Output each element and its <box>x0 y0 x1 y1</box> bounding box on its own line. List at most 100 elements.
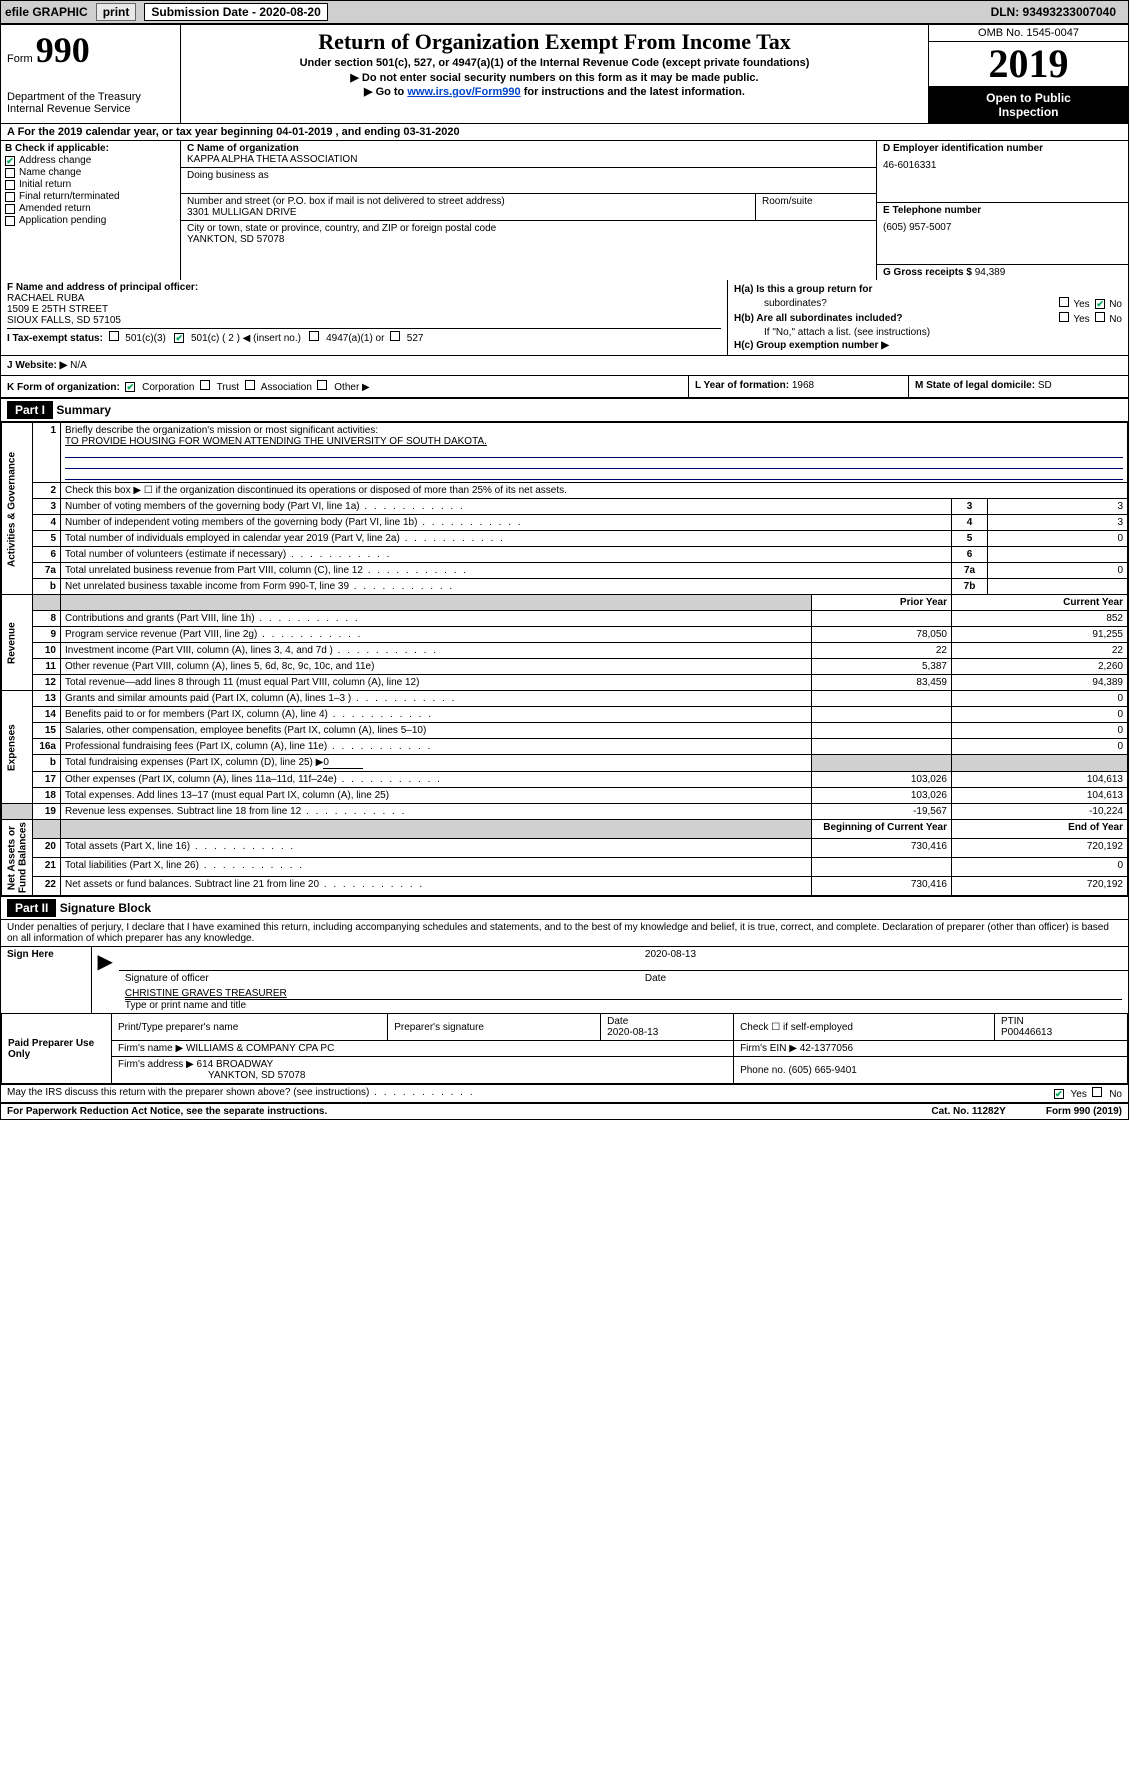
line-16a: Professional fundraising fees (Part IX, … <box>61 739 812 755</box>
chk-ha-no[interactable] <box>1095 299 1105 309</box>
val-p20: 730,416 <box>812 839 952 858</box>
val-c18: 104,613 <box>952 788 1128 804</box>
efile-label: efile GRAPHIC <box>5 5 88 19</box>
val-3: 3 <box>988 499 1128 515</box>
e-value: (605) 957-5007 <box>883 222 1122 233</box>
prep-ptin-cell: PTINP00446613 <box>994 1014 1127 1041</box>
lbl-final-return: Final return/terminated <box>19 191 120 202</box>
lbl-initial-return: Initial return <box>19 179 71 190</box>
firm-addr-1: 614 BROADWAY <box>197 1059 274 1070</box>
prep-name-label: Print/Type preparer's name <box>118 1022 238 1033</box>
chk-k-trust[interactable] <box>200 380 210 390</box>
open-public-2: Inspection <box>998 105 1058 119</box>
sig-name-title: CHRISTINE GRAVES TREASURER Type or print… <box>119 986 1128 1013</box>
phone-label: Phone no. <box>740 1065 786 1076</box>
val-c15: 0 <box>952 723 1128 739</box>
header-left: Form 990 Department of the Treasury Inte… <box>1 25 181 123</box>
c-dba-row: Doing business as <box>181 168 876 194</box>
val-p15 <box>812 723 952 739</box>
c-city-label: City or town, state or province, country… <box>187 223 496 234</box>
box-g: G Gross receipts $ 94,389 <box>877 265 1128 280</box>
officer-name-title-value: CHRISTINE GRAVES TREASURER <box>125 988 1122 1000</box>
lbl-k-trust: Trust <box>217 382 239 393</box>
omb-number: OMB No. 1545-0047 <box>929 25 1128 42</box>
chk-hb-yes[interactable] <box>1059 312 1069 322</box>
line-8: Contributions and grants (Part VIII, lin… <box>61 611 812 627</box>
firm-ein-value: 42-1377056 <box>800 1043 853 1054</box>
val-7a: 0 <box>988 563 1128 579</box>
open-public-badge: Open to Public Inspection <box>929 87 1128 123</box>
val-p11: 5,387 <box>812 659 952 675</box>
g-value: 94,389 <box>975 267 1006 278</box>
line-20: Total assets (Part X, line 16) <box>61 839 812 858</box>
box-m: M State of legal domicile: SD <box>908 376 1128 397</box>
chk-hb-no[interactable] <box>1095 312 1105 322</box>
ptin-value: P00446613 <box>1001 1027 1052 1038</box>
part1-title: Summary <box>56 403 111 417</box>
chk-k-assoc[interactable] <box>245 380 255 390</box>
chk-501c[interactable] <box>174 333 184 343</box>
val-6 <box>988 547 1128 563</box>
prep-sig-cell: Preparer's signature <box>388 1014 601 1041</box>
chk-amended-return[interactable] <box>5 204 15 214</box>
val-c9: 91,255 <box>952 627 1128 643</box>
form-990-container: Form 990 Department of the Treasury Inte… <box>0 24 1129 1120</box>
prep-date-cell: Date2020-08-13 <box>601 1014 734 1041</box>
k-label: K Form of organization: <box>7 382 120 393</box>
form990-link[interactable]: www.irs.gov/Form990 <box>407 86 520 98</box>
c-name-row: C Name of organization KAPPA ALPHA THETA… <box>181 141 876 168</box>
val-c20: 720,192 <box>952 839 1128 858</box>
line-21: Total liabilities (Part X, line 26) <box>61 858 812 877</box>
lbl-501c: 501(c) ( 2 ) ◀ (insert no.) <box>191 333 301 344</box>
c-city-row: City or town, state or province, country… <box>181 221 876 247</box>
sig-date-value: 2020-08-13 <box>639 947 1128 971</box>
chk-application-pending[interactable] <box>5 216 15 226</box>
dln-label: DLN: 93493233007040 <box>991 5 1116 19</box>
c-street: Number and street (or P.O. box if mail i… <box>181 194 756 220</box>
box-b-title: B Check if applicable: <box>5 143 176 154</box>
sign-here-label: Sign Here <box>1 947 91 1014</box>
ha-yes: Yes <box>1073 299 1089 310</box>
val-c10: 22 <box>952 643 1128 659</box>
paid-preparer-table: Paid Preparer Use Only Print/Type prepar… <box>1 1013 1128 1084</box>
section-bcdefg: B Check if applicable: Address change Na… <box>1 141 1128 280</box>
dept-treasury: Department of the Treasury <box>7 91 174 103</box>
line-1-label: Briefly describe the organization's miss… <box>65 425 378 436</box>
l-value: 1968 <box>792 380 814 391</box>
form-footer: For Paperwork Reduction Act Notice, see … <box>1 1102 1128 1119</box>
j-label: J Website: ▶ <box>7 360 67 371</box>
hb-yes: Yes <box>1073 314 1089 325</box>
firm-ein-label: Firm's EIN ▶ <box>740 1043 797 1054</box>
chk-ha-yes[interactable] <box>1059 297 1069 307</box>
officer-signature-field[interactable] <box>119 947 639 971</box>
line-3: Number of voting members of the governin… <box>61 499 952 515</box>
chk-527[interactable] <box>390 331 400 341</box>
chk-address-change[interactable] <box>5 156 15 166</box>
linenum-1: 1 <box>33 423 61 483</box>
chk-4947a1[interactable] <box>309 331 319 341</box>
header-right: OMB No. 1545-0047 2019 Open to Public In… <box>928 25 1128 123</box>
print-button[interactable]: print <box>96 3 137 21</box>
val-c16a: 0 <box>952 739 1128 755</box>
val-p13 <box>812 691 952 707</box>
l-label: L Year of formation: <box>695 380 789 391</box>
chk-discuss-no[interactable] <box>1092 1087 1102 1097</box>
chk-name-change[interactable] <box>5 168 15 178</box>
chk-k-other[interactable] <box>317 380 327 390</box>
side-revenue: Revenue <box>2 595 33 691</box>
firm-addr-cell: Firm's address ▶ 614 BROADWAYYANKTON, SD… <box>112 1057 734 1084</box>
val-p18: 103,026 <box>812 788 952 804</box>
box-b: B Check if applicable: Address change Na… <box>1 141 181 280</box>
line-4: Number of independent voting members of … <box>61 515 952 531</box>
firm-addr-2: YANKTON, SD 57078 <box>118 1070 305 1081</box>
row-i-status: I Tax-exempt status: 501(c)(3) 501(c) ( … <box>7 328 721 344</box>
val-c17: 104,613 <box>952 772 1128 788</box>
chk-final-return[interactable] <box>5 192 15 202</box>
form-title: Return of Organization Exempt From Incom… <box>187 29 922 55</box>
chk-initial-return[interactable] <box>5 180 15 190</box>
part1-badge: Part I <box>7 401 53 419</box>
chk-k-corp[interactable] <box>125 382 135 392</box>
chk-discuss-yes[interactable] <box>1054 1089 1064 1099</box>
part2-header-row: Part II Signature Block <box>1 896 1128 920</box>
chk-501c3[interactable] <box>109 331 119 341</box>
